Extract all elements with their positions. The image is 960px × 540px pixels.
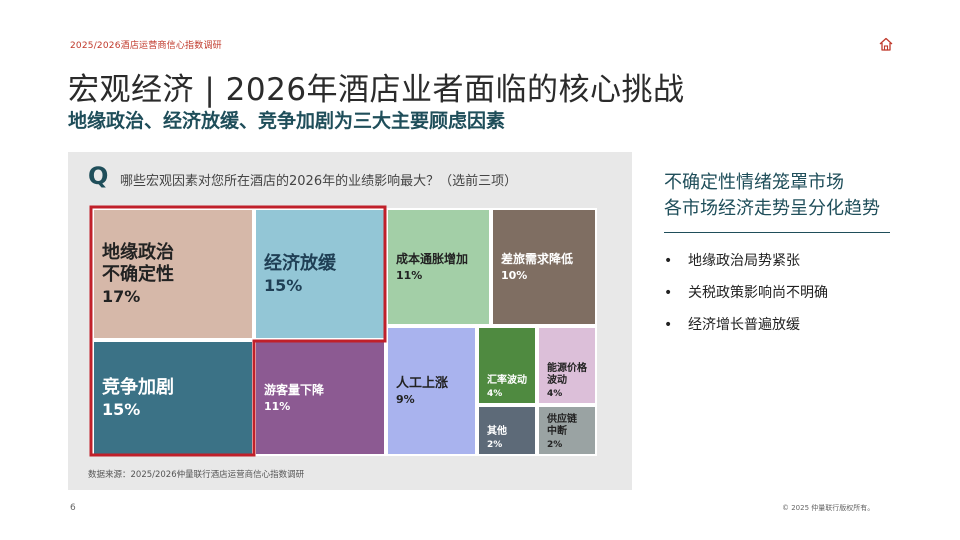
insight-divider bbox=[664, 232, 890, 233]
tile-label: 能源价格 bbox=[547, 363, 587, 374]
bullet-dot: • bbox=[664, 317, 673, 333]
tile-value: 4% bbox=[487, 389, 503, 399]
tile-value: 11% bbox=[264, 399, 291, 413]
tile-label: 成本通胀增加 bbox=[396, 252, 469, 267]
tile-label: 差旅需求降低 bbox=[501, 252, 574, 267]
treemap-tile-visitor-decline: 游客量下降 11% bbox=[254, 340, 386, 456]
chart-panel: Q 哪些宏观因素对您所在酒店的2026年的业绩影响最大？（选前三项） 地缘政治不… bbox=[68, 152, 632, 490]
treemap-chart: 地缘政治 不确定性 17% 经济放缓 15% 竞争加剧 15% 成本通胀增加 11% 差旅需求降低… bbox=[89, 205, 597, 457]
tile-label: 竞争加剧 bbox=[102, 376, 174, 398]
treemap-tile-labor-cost: 人工上涨 9% bbox=[386, 326, 477, 456]
bullet-text: 地缘政治局势紧张 bbox=[688, 253, 800, 269]
tile-value: 17% bbox=[102, 287, 141, 307]
tile-value: 10% bbox=[501, 268, 528, 282]
home-icon[interactable] bbox=[878, 36, 894, 52]
tile-label: 中断 bbox=[547, 426, 567, 437]
treemap-tile-supply-chain: 供应链 中断 2% bbox=[537, 405, 597, 456]
bullet-text: 关税政策影响尚不明确 bbox=[688, 285, 828, 301]
treemap-tile-energy-price: 能源价格 波动 4% bbox=[537, 326, 597, 405]
insight-title-line-1: 不确定性情绪笼罩市场 bbox=[664, 172, 844, 193]
tile-label: 地缘政治 bbox=[102, 241, 174, 263]
treemap-tile-economic-slowdown: 经济放缓 15% bbox=[254, 208, 386, 340]
bullet-item: • 经济增长普遍放缓 bbox=[664, 314, 828, 346]
tile-label: 供应链 bbox=[547, 414, 577, 425]
tile-value: 15% bbox=[264, 276, 303, 296]
tile-value: 4% bbox=[547, 389, 563, 399]
tile-value: 9% bbox=[396, 393, 415, 407]
copyright: © 2025 仲量联行版权所有。 bbox=[782, 504, 875, 512]
treemap-tile-geopolitics: 地缘政治 不确定性 17% bbox=[92, 208, 254, 340]
page-title: 宏观经济 | 2026年酒店业者面临的核心挑战 bbox=[68, 72, 685, 108]
insight-title-line-2: 各市场经济走势呈分化趋势 bbox=[664, 198, 880, 220]
page-number: 6 bbox=[70, 503, 76, 513]
treemap-tile-travel-demand: 差旅需求降低 10% bbox=[491, 208, 597, 326]
tile-value: 15% bbox=[102, 400, 141, 420]
data-source: 数据来源：2025/2026仲量联行酒店运营商信心指数调研 bbox=[88, 470, 305, 480]
tile-value: 2% bbox=[547, 440, 563, 450]
question-mark-q: Q bbox=[88, 162, 109, 190]
tile-label: 不确定性 bbox=[102, 263, 174, 285]
treemap-tile-fx-volatility: 汇率波动 4% bbox=[477, 326, 537, 405]
tile-label: 波动 bbox=[547, 375, 567, 386]
bullet-dot: • bbox=[664, 253, 673, 269]
bullet-item: • 关税政策影响尚不明确 bbox=[664, 282, 828, 314]
bullet-text: 经济增长普遍放缓 bbox=[688, 317, 800, 333]
tile-label: 其他 bbox=[487, 426, 507, 437]
tile-value: 2% bbox=[487, 440, 503, 450]
report-label: 2025/2026酒店运营商信心指数调研 bbox=[70, 41, 222, 51]
insight-title: 不确定性情绪笼罩市场 各市场经济走势呈分化趋势 bbox=[664, 170, 894, 222]
tile-label: 经济放缓 bbox=[264, 252, 336, 274]
tile-label: 游客量下降 bbox=[264, 383, 325, 398]
bullet-dot: • bbox=[664, 285, 673, 301]
tile-label: 汇率波动 bbox=[487, 375, 527, 386]
bullet-item: • 地缘政治局势紧张 bbox=[664, 250, 828, 282]
survey-question: 哪些宏观因素对您所在酒店的2026年的业绩影响最大？（选前三项） bbox=[120, 174, 518, 189]
tile-label: 人工上涨 bbox=[396, 375, 449, 391]
treemap-tile-cost-inflation: 成本通胀增加 11% bbox=[386, 208, 491, 326]
insight-bullets: • 地缘政治局势紧张 • 关税政策影响尚不明确 • 经济增长普遍放缓 bbox=[664, 250, 828, 346]
page-subtitle: 地缘政治、经济放缓、竞争加剧为三大主要顾虑因素 bbox=[68, 110, 506, 132]
treemap-tile-other: 其他 2% bbox=[477, 405, 537, 456]
tile-value: 11% bbox=[396, 268, 423, 282]
treemap-tile-competition: 竞争加剧 15% bbox=[92, 340, 254, 456]
